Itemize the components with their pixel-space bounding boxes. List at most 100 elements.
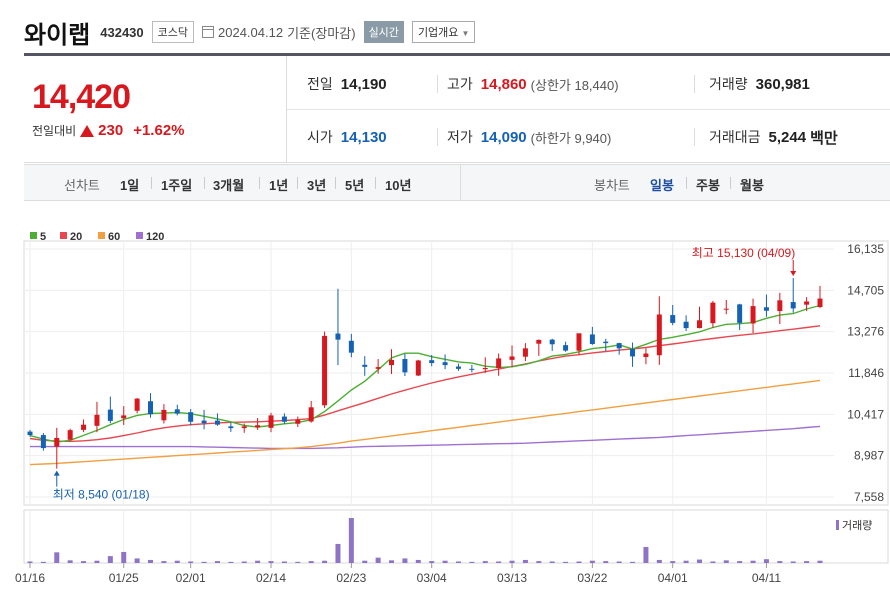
- volume-bar: [161, 561, 167, 563]
- candle-body: [616, 343, 622, 349]
- candle-body: [589, 334, 595, 344]
- period-3y[interactable]: 3년: [307, 178, 327, 193]
- candle-body: [683, 321, 689, 329]
- candle-body: [415, 360, 421, 376]
- volume-bar: [603, 561, 609, 563]
- y-tick-label: 16,135: [847, 242, 884, 256]
- candle-body: [723, 308, 729, 310]
- candle-body: [322, 335, 328, 406]
- period-3m[interactable]: 3개월: [213, 178, 245, 193]
- candle-body: [442, 362, 448, 366]
- period-separator: [297, 177, 298, 189]
- volume-bar: [804, 561, 810, 563]
- volume-bar: [121, 551, 127, 563]
- candle-body: [455, 366, 461, 369]
- volume-bar: [442, 560, 448, 563]
- legend-label: 120: [146, 231, 164, 243]
- candle-body: [750, 306, 756, 324]
- candle-body: [603, 341, 609, 344]
- candle-body: [536, 339, 542, 344]
- volume-value: 360,981: [755, 75, 810, 93]
- candle-body: [402, 359, 408, 373]
- period-1d[interactable]: 1일: [120, 178, 140, 193]
- line-chart-label: 선차트: [64, 178, 100, 193]
- period-separator: [375, 177, 376, 189]
- volume-bar: [415, 559, 421, 563]
- candle-body: [563, 345, 569, 351]
- header-divider: [24, 53, 890, 56]
- change-amount: 230: [98, 122, 124, 139]
- volume-bar: [375, 557, 381, 563]
- volume-bar: [522, 559, 528, 563]
- volume-bar: [81, 561, 87, 563]
- max-arrow-head: [790, 271, 797, 277]
- period-1y[interactable]: 1년: [269, 178, 289, 193]
- prev-close-label: 전일: [307, 76, 333, 92]
- quote-panel: 14,420 전일대비 230 +1.62% 전일 14,190 고가 14,8…: [24, 56, 890, 163]
- volume-bar: [67, 560, 73, 563]
- stock-name[interactable]: 와이랩: [24, 21, 91, 49]
- realtime-button[interactable]: 실시간: [363, 21, 404, 43]
- candle-weekly[interactable]: 주봉: [696, 178, 720, 193]
- volume-bar: [27, 561, 33, 563]
- candle-body: [576, 333, 582, 351]
- x-tick-label: 03/13: [497, 571, 527, 585]
- change-label: 전일대비: [32, 124, 77, 138]
- legend-swatch: [60, 232, 67, 239]
- volume-bar: [228, 561, 234, 563]
- low-label: 저가: [447, 129, 473, 145]
- candle-body: [81, 424, 87, 430]
- open-value: 14,130: [340, 128, 387, 146]
- volume-bar: [134, 558, 140, 563]
- volume-bar: [281, 561, 287, 563]
- x-tick-label: 04/01: [658, 571, 688, 585]
- candle-daily[interactable]: 일봉: [650, 178, 674, 193]
- volume-label: 거래량: [709, 76, 748, 92]
- volume-bar: [683, 560, 689, 563]
- y-tick-label: 14,705: [847, 283, 884, 297]
- period-separator: [730, 177, 731, 189]
- min-arrow-head: [53, 470, 60, 476]
- candle-body: [469, 368, 475, 370]
- candle-monthly[interactable]: 월봉: [740, 178, 764, 193]
- volume-swatch: [836, 520, 839, 530]
- company-overview-dropdown[interactable]: 기업개요 ▼: [411, 21, 476, 43]
- candle-body: [496, 358, 502, 368]
- low-value: 14,090: [480, 128, 527, 146]
- period-separator: [204, 177, 205, 189]
- y-tick-label: 7,558: [854, 490, 884, 504]
- candle-body: [509, 356, 515, 360]
- high-label: 고가: [447, 76, 473, 92]
- period-5y[interactable]: 5년: [345, 178, 365, 193]
- legend-label: 20: [70, 231, 82, 243]
- volume-bar: [763, 559, 769, 563]
- candle-body: [763, 307, 769, 311]
- candle-body: [549, 339, 555, 345]
- volume-bar: [295, 561, 301, 563]
- period-10y[interactable]: 10년: [385, 178, 412, 193]
- x-tick-label: 02/23: [336, 571, 366, 585]
- company-overview-label: 기업개요: [417, 27, 459, 39]
- quote-date: 2024.04.12: [218, 24, 284, 40]
- volume-bar: [214, 561, 220, 563]
- candle-body: [281, 416, 287, 422]
- volume-bar: [777, 561, 783, 563]
- period-1w[interactable]: 1주일: [161, 178, 193, 193]
- candle-body: [389, 359, 395, 366]
- lower-limit: (하한가 9,940): [530, 130, 612, 146]
- volume-bar: [322, 560, 328, 563]
- candle-body: [40, 435, 46, 449]
- stock-header: 와이랩 432430 코스닥 2024.04.12 기준(장마감) 실시간 기업…: [24, 14, 476, 50]
- volume-bar: [643, 546, 649, 563]
- candle-body: [255, 425, 261, 428]
- volume-bar: [576, 561, 582, 563]
- volume-bar: [389, 560, 395, 563]
- prev-close-cell: 전일 14,190: [307, 74, 387, 94]
- cell-separator: [437, 128, 438, 146]
- volume-bar: [536, 561, 542, 563]
- candle-body: [67, 430, 73, 440]
- trade-value: 5,244: [768, 128, 807, 146]
- volume-bar: [268, 561, 274, 563]
- x-tick-label: 02/01: [176, 571, 206, 585]
- cell-separator: [694, 75, 695, 93]
